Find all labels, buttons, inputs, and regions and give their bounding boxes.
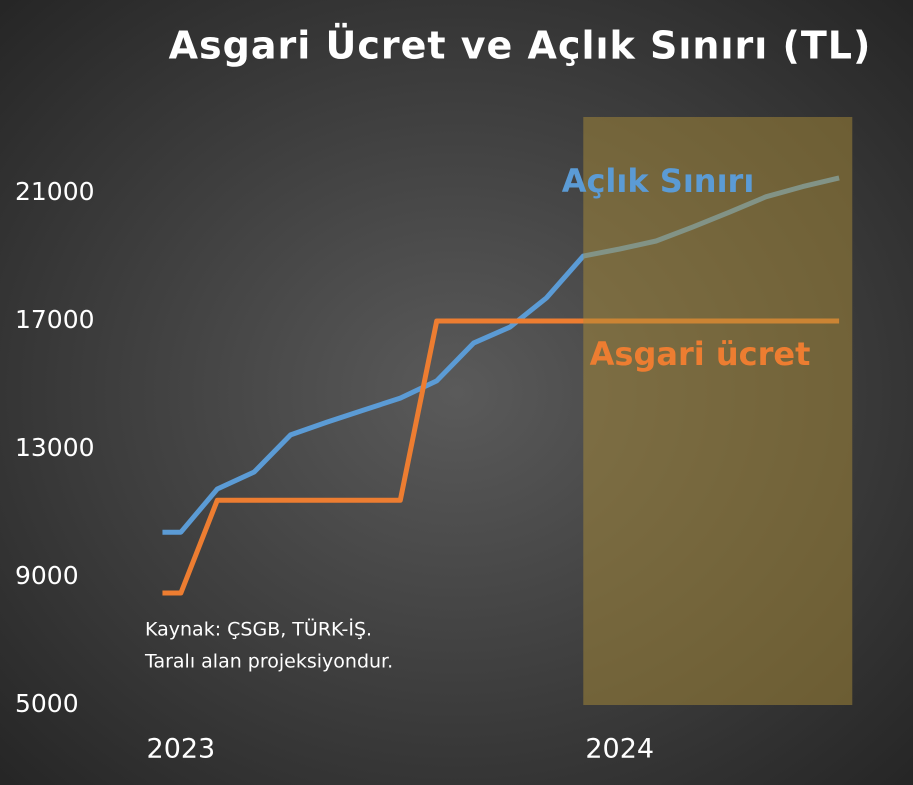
annotation: Kaynak: ÇSGB, TÜRK-İŞ. (145, 618, 372, 641)
projection-area (583, 117, 853, 705)
annotation: Taralı alan projeksiyondur. (144, 651, 393, 673)
y-tick-label: 21000 (15, 177, 95, 206)
x-tick-label: 2023 (147, 734, 216, 765)
y-tick-label: 17000 (15, 305, 95, 334)
chart-title: Asgari Ücret ve Açlık Sınırı (TL) (169, 24, 872, 68)
x-tick-label: 2024 (585, 734, 654, 765)
series-label: Asgari ücret (590, 335, 811, 373)
series-label: Açlık Sınırı (562, 162, 755, 200)
y-tick-label: 5000 (15, 689, 79, 718)
y-tick-label: 13000 (15, 433, 95, 462)
y-tick-label: 9000 (15, 561, 79, 590)
